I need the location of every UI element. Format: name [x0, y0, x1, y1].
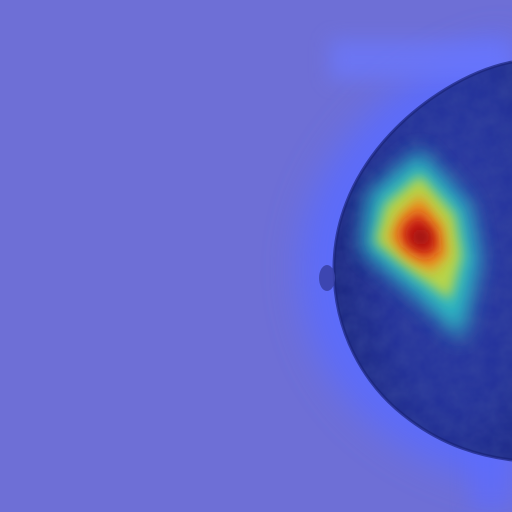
breast-outline [332, 60, 512, 462]
heatmap-overlay [362, 150, 480, 340]
nipple [319, 265, 335, 291]
heat-core [412, 229, 430, 245]
